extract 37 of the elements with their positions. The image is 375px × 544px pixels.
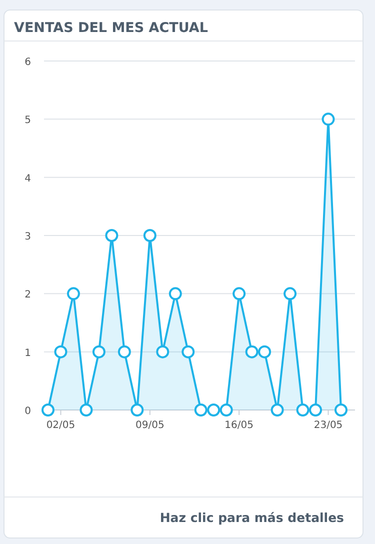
y-tick-label: 6 <box>24 57 31 68</box>
point <box>105 229 118 242</box>
point <box>245 345 258 358</box>
text: Haz clic para más detalles <box>160 510 344 525</box>
point <box>334 404 348 416</box>
point <box>92 345 106 358</box>
point <box>118 345 131 358</box>
point <box>182 345 195 358</box>
point <box>194 404 208 416</box>
y-tick-label: 4 <box>24 173 31 184</box>
point <box>270 404 284 416</box>
y-tick-label: 3 <box>24 232 31 242</box>
point <box>168 287 182 300</box>
point <box>258 345 272 358</box>
point <box>232 287 246 300</box>
point <box>143 229 156 242</box>
point <box>296 404 310 416</box>
y-tick-label: 2 <box>24 290 31 301</box>
point <box>156 345 170 358</box>
y-tick-label: 0 <box>24 406 31 417</box>
chart-title: VENTAS DEL MES ACTUAL <box>14 20 208 36</box>
x-tick-label: 02/05 <box>46 420 76 431</box>
point <box>284 287 297 300</box>
point <box>220 404 233 416</box>
point <box>207 404 220 416</box>
x-tick-label: 09/05 <box>136 420 164 431</box>
point <box>130 404 144 416</box>
y-tick-label: 1 <box>24 348 31 359</box>
point <box>66 287 80 300</box>
point <box>42 404 54 416</box>
x-tick-label: 23/05 <box>314 420 343 431</box>
y-tick-label: 5 <box>24 115 31 126</box>
point <box>80 404 93 416</box>
x-tick-label: 16/05 <box>224 420 254 431</box>
point <box>322 112 335 126</box>
point <box>54 345 68 358</box>
point <box>309 404 322 416</box>
